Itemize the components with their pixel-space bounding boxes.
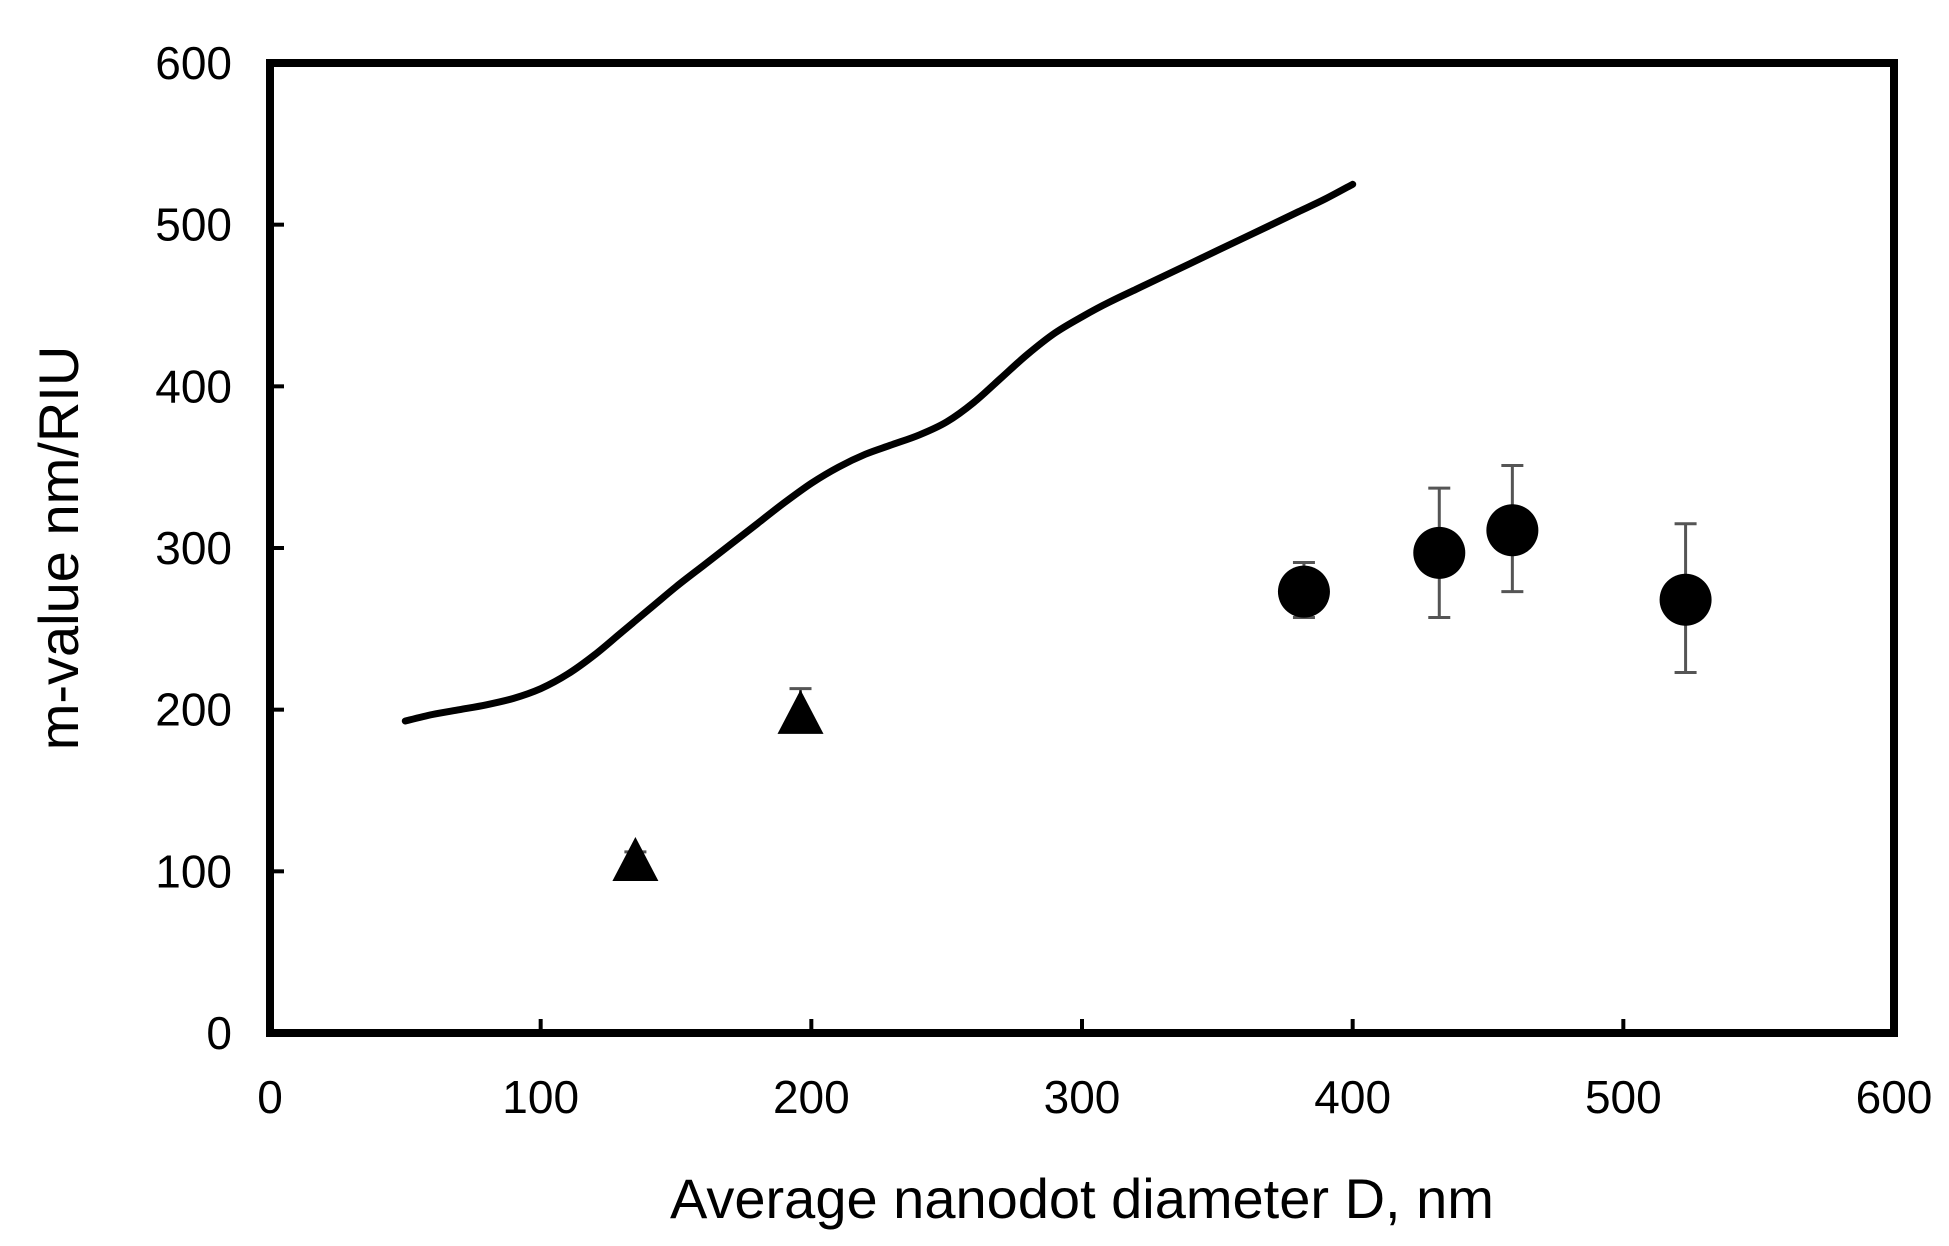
y-axis-ticks: 0 100 200 300 400 500 600 [155,37,284,1059]
x-tick-label: 500 [1585,1071,1662,1123]
y-tick-label: 500 [155,199,232,251]
data-point-circle [1413,526,1466,579]
data-point-triangle [612,837,659,882]
y-tick-label: 100 [155,845,232,897]
x-tick-label: 600 [1856,1071,1933,1123]
y-tick-label: 300 [155,522,232,574]
y-axis-title: m-value nm/RIU [27,346,90,751]
y-tick-label: 400 [155,360,232,412]
x-axis-ticks: 0 100 200 300 400 500 600 [257,1019,1932,1123]
data-point-circle [1277,565,1330,618]
series-layer [401,180,1712,882]
x-tick-label: 100 [502,1071,579,1123]
y-tick-label: 200 [155,684,232,736]
x-tick-label: 0 [257,1071,283,1123]
y-tick-label: 600 [155,37,232,89]
y-tick-label: 0 [206,1007,232,1059]
data-point-circle [1659,573,1712,626]
x-tick-label: 200 [773,1071,850,1123]
data-point-circle [1486,504,1539,557]
x-tick-label: 400 [1314,1071,1391,1123]
x-tick-label: 300 [1044,1071,1121,1123]
plot-area-frame [266,59,1898,1037]
series-line-simulation [401,180,1357,725]
data-point-triangle [777,689,824,734]
x-axis-title: Average nanodot diameter D, nm [670,1167,1494,1230]
